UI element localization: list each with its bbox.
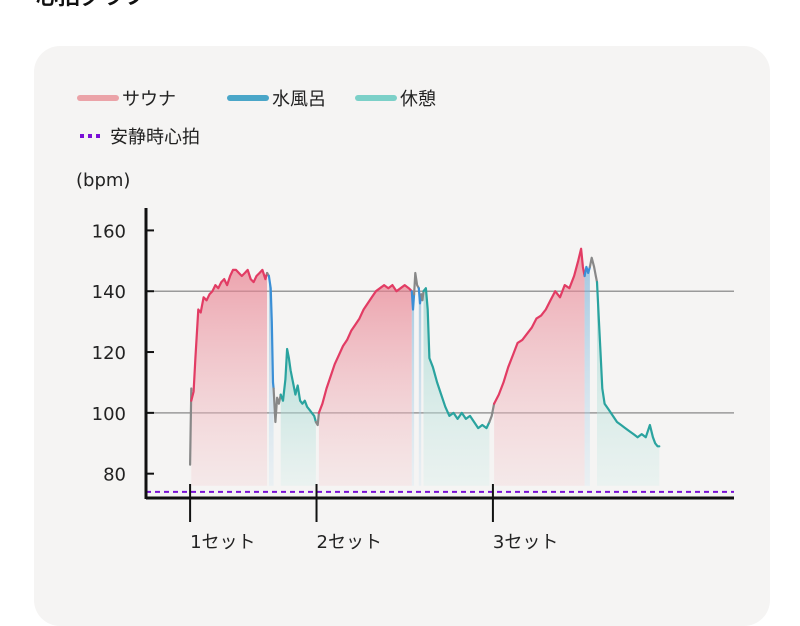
rest-area-17 — [597, 282, 660, 486]
sauna-line-14 — [493, 247, 586, 405]
transition-line-4 — [272, 387, 282, 424]
y-tick-label: 120 — [92, 343, 126, 364]
x-set-markers: 1セット 2セット 3セット — [189, 484, 558, 553]
legend-label: 休憩 — [400, 89, 436, 110]
cold_bath-area-8 — [411, 291, 415, 486]
legend-label: 安静時心拍 — [110, 127, 200, 148]
x-tick-label: 2セット — [317, 532, 382, 553]
legend-item-resting: 安静時心拍 — [80, 127, 200, 148]
y-tick-label: 80 — [103, 465, 126, 486]
legend-item-rest: 休憩 — [355, 89, 436, 110]
sauna-area-1 — [191, 269, 268, 486]
sauna-line-1 — [190, 268, 269, 402]
rest-area-5 — [280, 349, 316, 486]
y-axis-label: (bpm) — [76, 170, 130, 191]
sauna-area-7 — [318, 285, 412, 486]
legend-item-sauna: サウナ — [77, 89, 176, 110]
axes — [144, 208, 734, 500]
x-tick-label: 1セット — [190, 532, 255, 553]
rest-area-12 — [423, 288, 490, 486]
y-tick-label: 160 — [92, 221, 126, 242]
legend-label: サウナ — [122, 89, 176, 110]
y-tick-label: 140 — [92, 282, 126, 303]
sauna-area-14 — [494, 248, 585, 486]
transition-line-9 — [413, 271, 420, 296]
cold_bath-line-15 — [583, 265, 591, 278]
cold_bath-area-10 — [418, 288, 422, 486]
cold_bath-line-8 — [410, 290, 416, 311]
page-title: 心拍グラフ — [36, 0, 146, 10]
y-ticks: 80 100 120 140 160 — [92, 221, 154, 486]
transition-line-6 — [314, 411, 320, 427]
rest-line-5 — [279, 347, 317, 424]
transition-line-13 — [488, 402, 496, 424]
rest-line-17 — [595, 281, 661, 448]
cold_bath-area-15 — [584, 266, 590, 486]
y-tick-label: 100 — [92, 404, 126, 425]
transition-line-16 — [588, 256, 599, 284]
x-tick-label: 3セット — [493, 532, 558, 553]
chart-card: サウナ 水風呂 休憩安静時心拍 (bpm) 80 100 120 140 160 1セット 2… — [34, 46, 770, 626]
legend-label: 水風呂 — [272, 89, 326, 110]
series-lines — [189, 247, 661, 466]
transition-line-11 — [420, 290, 425, 302]
area-fills — [191, 248, 660, 486]
cold_bath-area-3 — [268, 276, 274, 486]
rest-line-12 — [422, 287, 491, 430]
legend-item-cold_bath: 水風呂 — [227, 89, 326, 110]
sauna-line-7 — [317, 284, 413, 414]
cold_bath-line-3 — [267, 274, 275, 390]
